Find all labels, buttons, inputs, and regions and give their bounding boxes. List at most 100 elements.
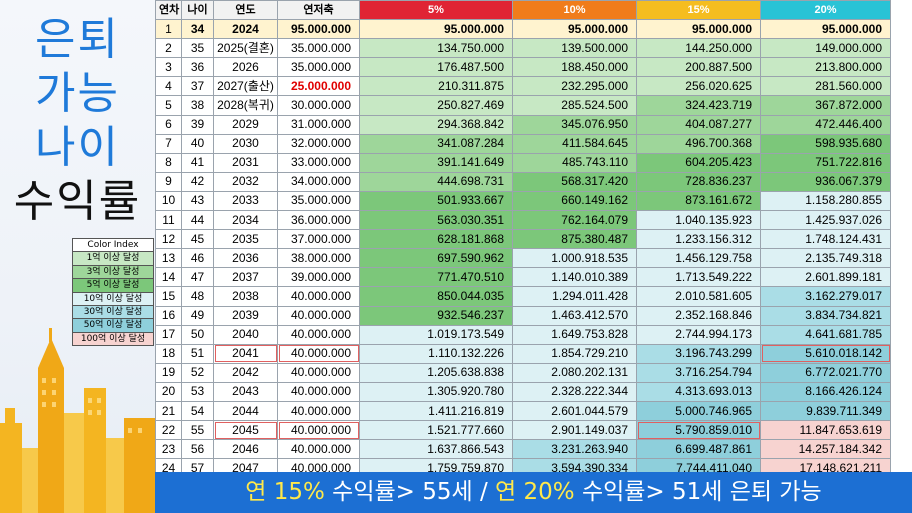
header-annual-savings: 연저축 [277,0,360,21]
legend-item: 1억 이상 달성 [73,252,153,266]
cell-year-index: 8 [155,152,182,173]
cell-year: 2043 [213,381,278,402]
table-row: 2 35 2025(결혼) 35.000.000 134.750.000 139.500.… [155,38,891,59]
cell-value-20: 1.158.280.855 [760,190,891,212]
cell-value-10: 232.295.000 [512,76,637,97]
table-row: 15 48 2038 40.000.000 850.044.035 1.294.011.4… [155,286,891,307]
cell-annual-savings: 35.000.000 [277,57,360,78]
cell-value-20: 4.641.681.785 [760,324,891,345]
cell-value-10: 660.149.162 [512,190,637,212]
title-line-2: 가능 [35,68,120,119]
cell-age: 43 [181,190,214,212]
cell-value-15: 3.196.743.299 [636,343,761,364]
cell-value-20: 11.847.653.619 [760,420,891,441]
cell-year-index: 14 [155,267,182,288]
cell-value-15: 144.250.000 [636,38,761,59]
cell-year: 2037 [213,267,278,288]
cell-year-index: 23 [155,439,182,460]
cell-value-15: 2.352.168.846 [636,305,761,326]
cell-annual-savings: 38.000.000 [277,248,360,269]
cell-annual-savings: 40.000.000 [277,400,360,422]
banner-rate-20: 연 20% [495,479,575,505]
cell-value-20: 936.067.379 [760,171,891,192]
table-row: 7 40 2030 32.000.000 341.087.284 411.584.645 4… [155,133,891,154]
cell-value-5: 850.044.035 [359,286,513,307]
cell-value-15: 200.887.500 [636,57,761,78]
cell-annual-savings: 95.000.000 [277,19,360,40]
cell-year: 2034 [213,210,278,231]
cell-annual-savings: 34.000.000 [277,171,360,192]
cell-age: 39 [181,114,214,135]
cell-year-index: 20 [155,381,182,402]
cell-value-15: 2.010.581.605 [636,286,761,307]
table-row: 4 37 2027(출산) 25.000.000 210.311.875 232.295.… [155,76,891,97]
cell-year-index: 16 [155,305,182,326]
cell-year: 2044 [213,400,278,422]
cell-value-5: 501.933.667 [359,190,513,212]
cell-value-20: 95.000.000 [760,19,891,40]
cell-value-20: 751.722.816 [760,152,891,173]
cell-value-20: 213.800.000 [760,57,891,78]
cell-value-15: 728.836.237 [636,171,761,192]
cell-value-5: 1.110.132.226 [359,343,513,364]
header-year-index: 연차 [155,0,182,21]
cell-value-20: 281.560.000 [760,76,891,97]
cell-value-5: 697.590.962 [359,248,513,269]
cell-value-15: 256.020.625 [636,76,761,97]
cell-value-10: 139.500.000 [512,38,637,59]
cell-value-10: 345.076.950 [512,114,637,135]
legend-item: 10억 이상 달성 [73,292,153,306]
table-row: 13 46 2036 38.000.000 697.590.962 1.000.918.5… [155,248,891,269]
cell-age: 56 [181,439,214,460]
cell-value-20: 3.162.279.017 [760,286,891,307]
cell-value-20: 367.872.000 [760,95,891,116]
cell-age: 48 [181,286,214,307]
cell-value-20: 1.425.937.026 [760,210,891,231]
cell-value-10: 485.743.110 [512,152,637,173]
cell-value-5: 1.521.777.660 [359,420,513,441]
cell-value-15: 496.700.368 [636,133,761,154]
cell-year-index: 17 [155,324,182,345]
header-year: 연도 [213,0,278,21]
cell-age: 41 [181,152,214,173]
cell-annual-savings: 40.000.000 [277,286,360,307]
cell-annual-savings: 35.000.000 [277,190,360,212]
cell-value-20: 14.257.184.342 [760,439,891,460]
cell-year: 2028(복귀) [213,95,278,116]
cell-age: 45 [181,229,214,250]
legend-title: Color Index [73,239,153,253]
cell-value-15: 4.313.693.013 [636,381,761,402]
cell-year: 2042 [213,362,278,383]
table-row: 6 39 2029 31.000.000 294.368.842 345.076.950 4… [155,114,891,135]
city-skyline-illustration [0,328,155,513]
cell-age: 54 [181,400,214,422]
cell-year: 2027(출산) [213,76,278,97]
cell-age: 38 [181,95,214,116]
cell-age: 42 [181,171,214,192]
cell-value-5: 134.750.000 [359,38,513,59]
cell-value-15: 5.790.859.010 [636,420,761,441]
cell-year-index: 4 [155,76,182,97]
cell-age: 49 [181,305,214,326]
cell-age: 50 [181,324,214,345]
cell-year-index: 11 [155,210,182,231]
cell-year: 2033 [213,190,278,212]
cell-year-index: 18 [155,343,182,364]
cell-year: 2031 [213,152,278,173]
cell-annual-savings: 31.000.000 [277,114,360,135]
cell-age: 34 [181,19,214,40]
header-rate-5: 5% [359,0,513,21]
cell-value-5: 1.019.173.549 [359,324,513,345]
table-row: 9 42 2032 34.000.000 444.698.731 568.317.420 7… [155,171,891,192]
cell-value-5: 628.181.868 [359,229,513,250]
left-panel: 은퇴 가능 나이 수익률 Color Index 1억 이상 달성 3억 이상 달… [0,0,155,513]
table-row: 1 34 2024 95.000.000 95.000.000 95.000.000 95.… [155,19,891,40]
legend-item: 30억 이상 달성 [73,305,153,320]
table-row: 3 36 2026 35.000.000 176.487.500 188.450.000 2… [155,57,891,78]
legend-item: 3억 이상 달성 [73,265,153,280]
table-row: 23 56 2046 40.000.000 1.637.866.543 3.231.263… [155,439,891,460]
conclusion-banner: 연 15% 수익률> 55세 / 연 20% 수익률> 51세 은퇴 가능 [155,472,912,513]
cell-annual-savings: 40.000.000 [277,343,360,364]
cell-value-5: 1.205.638.838 [359,362,513,383]
cell-value-10: 2.901.149.037 [512,420,637,441]
